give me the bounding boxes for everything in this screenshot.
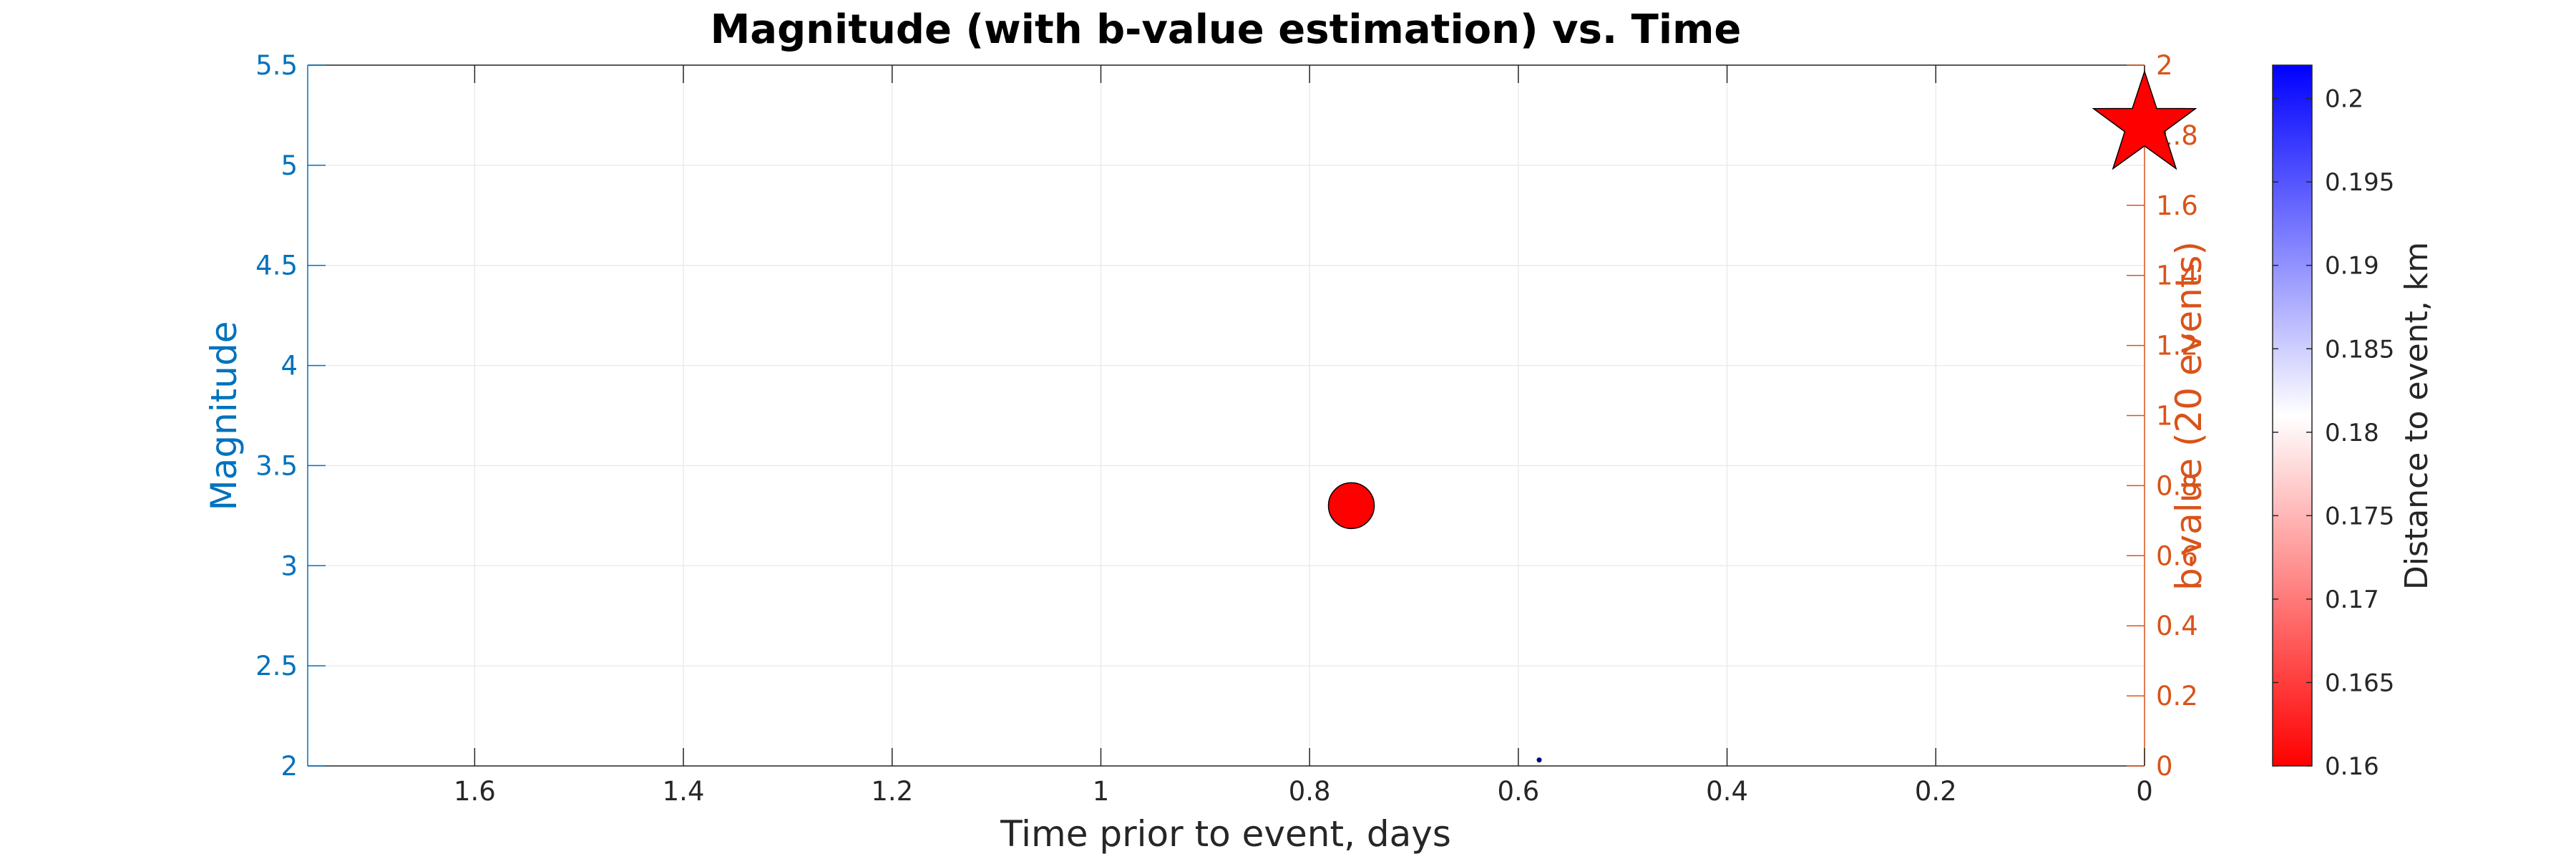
y-tick-label: 4 <box>280 351 298 382</box>
colorbar-tick-label: 0.18 <box>2325 419 2379 447</box>
x-tick-label: 0.4 <box>1706 776 1748 807</box>
x-tick-label: 0.2 <box>1915 776 1957 807</box>
y-tick-label: 3.5 <box>255 450 298 481</box>
y2-tick-label: 1 <box>2156 401 2173 432</box>
y2-axis-label: b-value (20 events) <box>2168 241 2210 591</box>
y2-tick-label: 1.2 <box>2156 331 2198 361</box>
x-tick-label: 1 <box>1093 776 1110 807</box>
data-marks <box>1327 69 2197 763</box>
colorbar-tick-label: 0.165 <box>2325 669 2394 697</box>
colorbar-tick-label: 0.19 <box>2325 252 2379 281</box>
colorbar <box>2272 64 2313 767</box>
y2-tick-label: 0.8 <box>2156 470 2198 501</box>
x-tick-label: 0 <box>2136 776 2153 807</box>
colorbar-tick-label: 0.17 <box>2325 586 2379 614</box>
x-tick-label: 1.2 <box>871 776 913 807</box>
colorbar-label: Distance to event, km <box>2399 242 2435 590</box>
colorbar-tick-label: 0.16 <box>2325 752 2379 781</box>
colorbar-tick-label: 0.2 <box>2325 85 2363 114</box>
y-tick-label: 2.5 <box>255 651 298 681</box>
mainshock-star-marker <box>2092 69 2197 170</box>
colorbar-tick-label: 0.185 <box>2325 335 2394 364</box>
y2-tick-label: 0.6 <box>2156 540 2198 571</box>
x-tick-label: 1.6 <box>454 776 496 807</box>
small-event-dot <box>1536 757 1542 763</box>
y-tick-label: 3 <box>280 550 298 581</box>
x-tick-label: 0.6 <box>1497 776 1539 807</box>
y-tick-label: 4.5 <box>255 251 298 281</box>
y-tick-label: 5 <box>280 150 298 181</box>
x-axis-label: Time prior to event, days <box>1000 813 1451 855</box>
x-tick-label: 0.8 <box>1289 776 1331 807</box>
y2-tick-label: 1.4 <box>2156 261 2198 291</box>
y2-tick-label: 0.4 <box>2156 611 2198 641</box>
y-axis-label: Magnitude <box>203 321 245 511</box>
y2-tick-label: 0.2 <box>2156 681 2198 712</box>
y2-tick-label: 2 <box>2156 50 2173 81</box>
y-tick-label: 5.5 <box>255 50 298 81</box>
event-marker <box>1327 482 1375 530</box>
axes: 1.6 1.4 1.2 1 0.8 0.6 0.4 0.2 0 2 2.5 3 3.5 4 4.5 5 5.5 0… <box>255 50 2198 807</box>
chart-title: Magnitude (with b-value estimation) vs. … <box>711 6 1742 53</box>
plot-background <box>308 65 2145 766</box>
colorbar-ticks: 0.16 0.165 0.17 0.175 0.18 0.185 0.19 0.195 0.2 <box>2273 85 2394 781</box>
y-tick-label: 2 <box>280 751 298 782</box>
colorbar-tick-label: 0.175 <box>2325 502 2394 530</box>
y2-tick-label: 0 <box>2156 751 2173 782</box>
y2-tick-label: 1.6 <box>2156 190 2198 221</box>
x-tick-label: 1.4 <box>663 776 705 807</box>
colorbar-tick-label: 0.195 <box>2325 168 2394 197</box>
